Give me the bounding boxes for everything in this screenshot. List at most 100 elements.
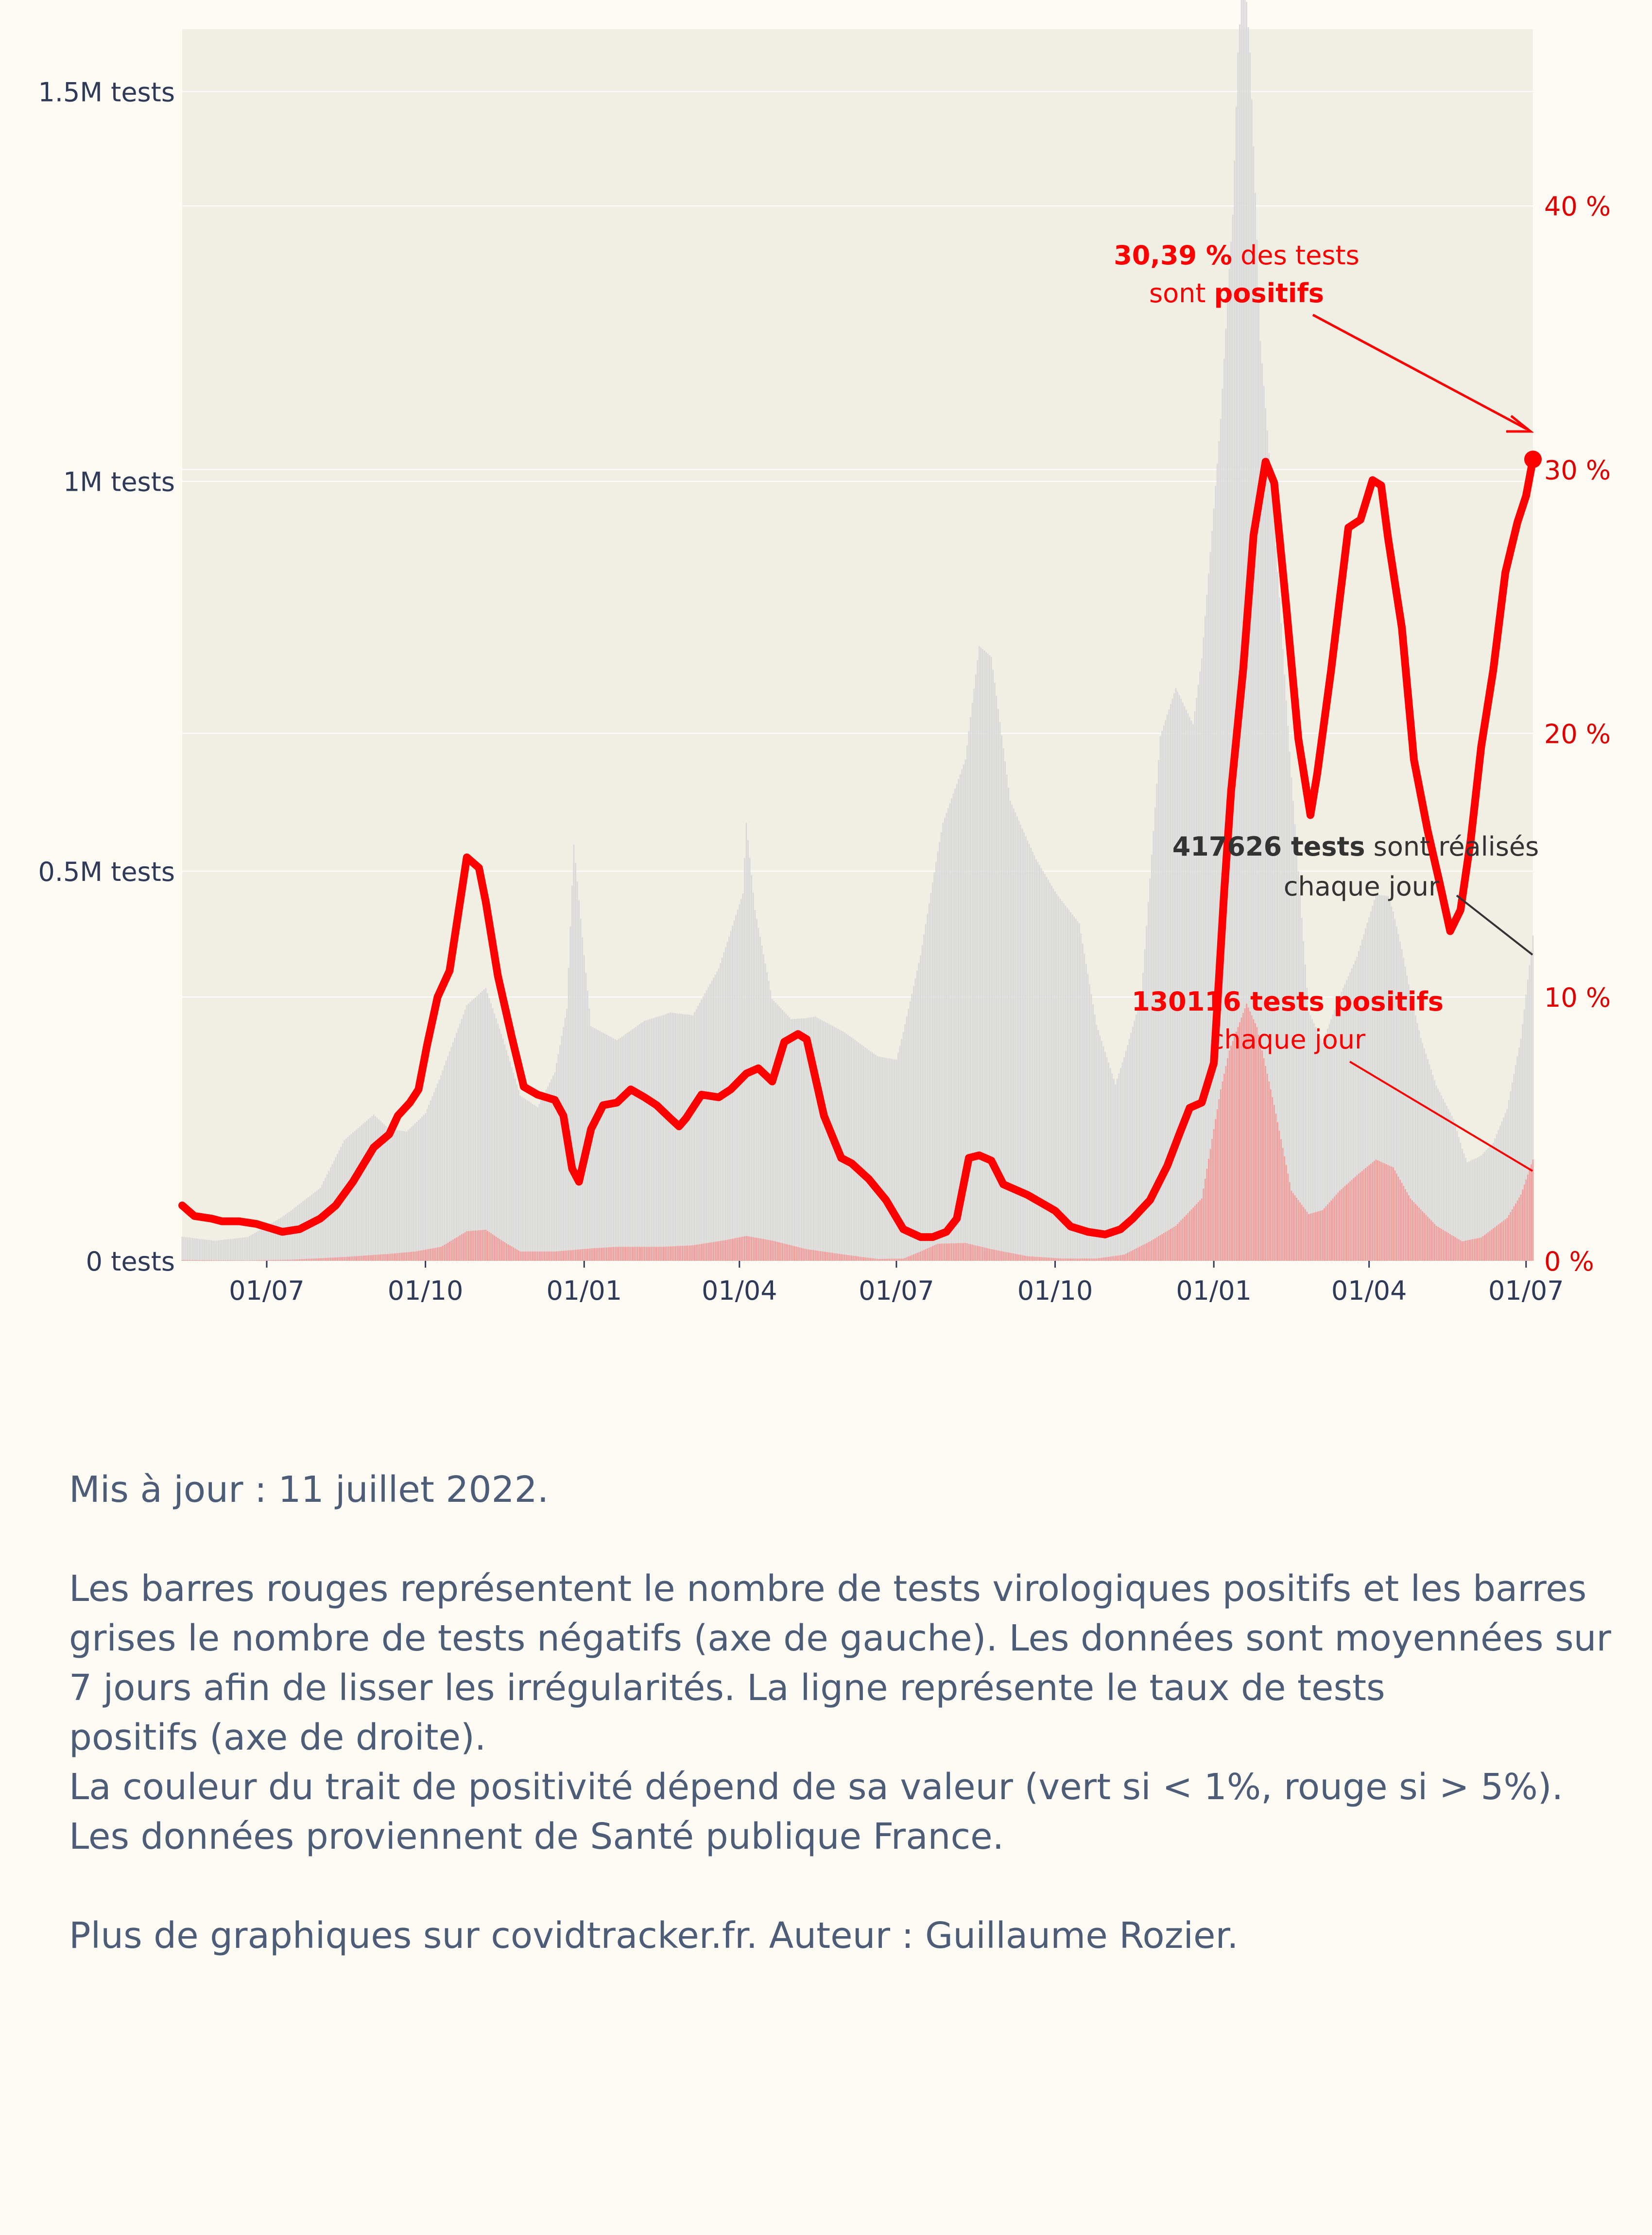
negative-bar — [1158, 760, 1159, 1237]
negative-bar — [1339, 996, 1341, 1191]
negative-bar — [1109, 1068, 1111, 1257]
positive-bar — [1189, 1211, 1190, 1261]
positive-bar — [1387, 1165, 1389, 1261]
negative-bar — [487, 993, 488, 1231]
negative-bar — [1313, 1023, 1315, 1213]
negative-bar — [849, 1036, 851, 1255]
negative-bar — [682, 1014, 684, 1246]
negative-bar — [1249, 52, 1251, 1012]
positive-bar — [392, 1253, 394, 1261]
negative-bar — [585, 973, 587, 1249]
negative-bar — [348, 1135, 350, 1257]
negative-bar — [514, 1078, 516, 1249]
positive-bar — [1265, 1066, 1267, 1261]
negative-bar — [652, 1018, 654, 1247]
negative-bar — [670, 1012, 671, 1247]
positive-bar — [726, 1239, 728, 1261]
negative-bar — [287, 1213, 288, 1260]
positive-bar — [490, 1233, 492, 1261]
positive-bar — [337, 1257, 338, 1261]
negative-bar — [1123, 1057, 1125, 1255]
negative-bar — [912, 986, 914, 1255]
positive-bar — [544, 1251, 546, 1261]
negative-bar — [1225, 328, 1227, 1066]
negative-bar — [713, 978, 714, 1242]
negative-bar — [202, 1239, 204, 1260]
negative-bar — [375, 1116, 377, 1255]
negative-bar — [1472, 1160, 1474, 1239]
negative-bar — [1125, 1051, 1127, 1254]
positive-bar — [199, 1260, 200, 1261]
negative-bar — [892, 1059, 894, 1259]
positive-bar — [325, 1257, 327, 1261]
positive-bar — [1323, 1208, 1325, 1261]
negative-bar — [1361, 940, 1363, 1171]
positive-bar — [1149, 1241, 1151, 1261]
negative-bar — [533, 1105, 535, 1252]
positive-bar — [504, 1242, 506, 1261]
negative-bar — [1194, 711, 1196, 1206]
positive-bar — [858, 1256, 860, 1261]
negative-bar — [1068, 910, 1070, 1259]
negative-bar — [1363, 934, 1365, 1169]
negative-bar — [231, 1238, 233, 1261]
negative-bar — [233, 1238, 235, 1261]
positive-bar — [952, 1243, 954, 1261]
positive-bar — [1487, 1232, 1489, 1261]
positive-bar — [1358, 1173, 1359, 1261]
positive-bar — [356, 1256, 358, 1261]
positive-bar — [1473, 1238, 1475, 1261]
negative-bar — [1203, 637, 1205, 1189]
negative-bar — [1246, 1, 1248, 1004]
positive-bar — [811, 1250, 813, 1261]
negative-bar — [1392, 911, 1394, 1168]
negative-bar — [1372, 906, 1374, 1163]
positive-bar — [287, 1259, 288, 1261]
negative-bar — [1101, 1041, 1102, 1258]
negative-bar — [1182, 702, 1184, 1219]
negative-bar — [707, 987, 709, 1243]
negative-bar — [1325, 1033, 1327, 1206]
annotation-total-text2: chaque jour — [1284, 871, 1440, 902]
negative-bar — [742, 894, 744, 1237]
positive-bar — [195, 1260, 197, 1261]
positive-bar — [692, 1245, 694, 1261]
positive-bar — [609, 1247, 611, 1261]
annotation-total-text: sont réalisés — [1365, 831, 1539, 862]
negative-bar — [576, 881, 578, 1250]
positive-bar — [1153, 1239, 1154, 1261]
x-tick-label: 01/01 — [546, 1275, 622, 1306]
positive-bar — [1209, 1149, 1211, 1261]
negative-bar — [749, 858, 751, 1237]
positive-bar — [901, 1258, 902, 1261]
positive-bar — [809, 1249, 811, 1261]
annotation-total-arrow — [1456, 894, 1533, 956]
positive-bar — [1451, 1235, 1453, 1261]
negative-bar — [932, 882, 933, 1246]
positive-bar — [521, 1251, 523, 1261]
positive-bar — [466, 1231, 468, 1261]
positive-bar — [813, 1250, 814, 1261]
positive-bar — [932, 1246, 933, 1261]
positive-bar — [1127, 1253, 1129, 1261]
negative-bar — [1303, 941, 1305, 1207]
positive-bar — [673, 1246, 675, 1261]
positive-bar — [1523, 1184, 1525, 1261]
negative-bar — [1406, 975, 1408, 1192]
positive-bar — [376, 1255, 378, 1261]
positive-bar — [519, 1251, 521, 1261]
negative-bar — [530, 1102, 532, 1252]
positive-bar — [564, 1250, 566, 1261]
positive-bar — [1070, 1258, 1071, 1261]
negative-bar — [364, 1122, 366, 1256]
positive-bar — [447, 1242, 449, 1261]
negative-bar — [802, 1018, 804, 1249]
negative-bar — [770, 990, 772, 1240]
positive-bar — [652, 1247, 654, 1261]
positive-bar — [709, 1242, 711, 1261]
positive-bar — [1272, 1097, 1273, 1261]
negative-bar — [556, 1063, 557, 1252]
positive-bar — [588, 1248, 590, 1261]
negative-bar — [899, 1046, 901, 1259]
left-tick-label: 1.5M tests — [38, 77, 175, 107]
